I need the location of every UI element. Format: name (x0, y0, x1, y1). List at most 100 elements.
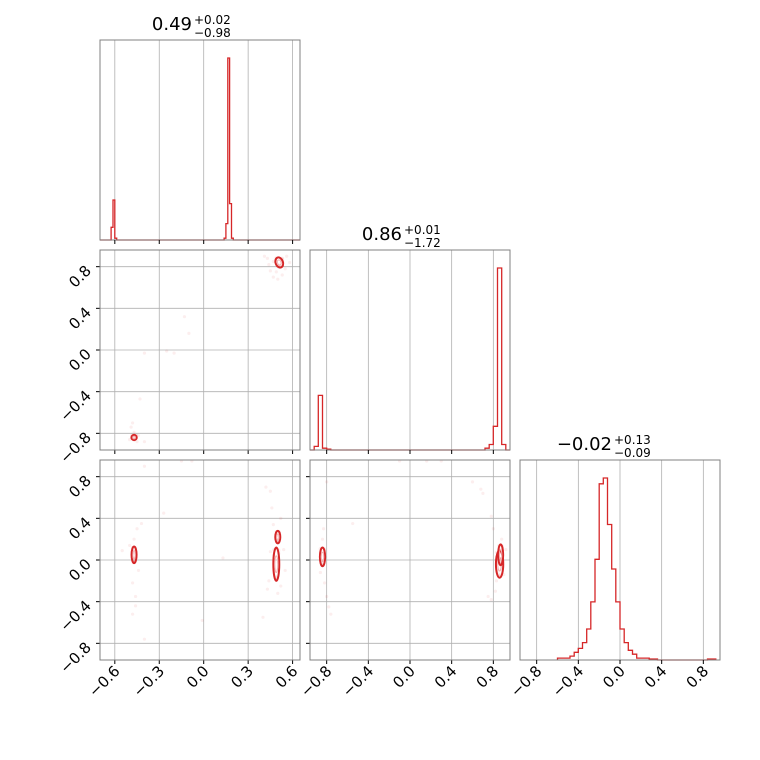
scatter-point (267, 262, 271, 267)
x-tick-label: −0.8 (507, 662, 545, 700)
scatter-point (283, 267, 287, 271)
scatter-point (271, 522, 275, 527)
scatter-point (136, 568, 141, 573)
param-title-minus: −0.98 (194, 26, 231, 40)
scatter-point (261, 615, 265, 619)
x-tick-label: 0.4 (431, 662, 461, 692)
x-tick-label: −0.4 (549, 662, 587, 700)
scatter-point (271, 275, 275, 279)
scatter-point (262, 254, 267, 258)
scatter-point (172, 351, 176, 355)
histogram-step (100, 57, 300, 241)
scatter-point (264, 485, 268, 489)
scatter-point (276, 591, 280, 595)
scatter-point (136, 433, 141, 438)
param-title-plus: +0.01 (404, 223, 441, 237)
scatter-point (270, 506, 274, 510)
scatter-point (130, 421, 135, 425)
y-tick-label: −0.4 (56, 387, 94, 425)
scatter-point (267, 579, 271, 583)
scatter-point (318, 570, 323, 575)
hist-panel-0: 0.49 +0.02−0.98 (99, 13, 301, 244)
scatter-point (135, 440, 139, 444)
scatter-point (327, 605, 331, 609)
y-tick-label: 0.0 (65, 555, 95, 585)
contour-inner (498, 549, 503, 561)
param-title-minus: −1.72 (404, 236, 441, 250)
contour-inner (132, 435, 136, 440)
contour-inner (132, 550, 136, 560)
scatter-point (494, 579, 499, 583)
scatter-point (268, 489, 272, 493)
scatter-point (285, 254, 289, 258)
scatter-point (271, 259, 275, 264)
contour-outer (272, 546, 281, 582)
y-tick-label: 0.0 (65, 345, 95, 375)
scatter-point (200, 618, 204, 623)
param-title-value: −0.02 (557, 434, 612, 455)
param-title-value: 0.49 (152, 14, 192, 35)
scatter-point (130, 581, 135, 585)
scatter-point (268, 550, 272, 554)
y-tick-label: −0.8 (56, 638, 94, 676)
x-tick-label: −0.4 (339, 662, 377, 700)
scatter-point (280, 273, 284, 277)
scatter-point (489, 514, 493, 518)
scatter-point (132, 430, 136, 434)
hist-panel-1: 0.86 +0.01−1.72 (309, 223, 511, 454)
scatter-point (265, 256, 270, 260)
pair-panel-0 (96, 249, 301, 454)
scatter-point (162, 511, 166, 515)
scatter-point (165, 349, 169, 353)
scatter-point (129, 425, 133, 429)
scatter-point (351, 521, 355, 526)
scatter-point (322, 581, 327, 585)
x-tick-label: −0.3 (130, 662, 168, 700)
x-tick-label: 0.3 (227, 662, 257, 692)
y-tick-label: 0.4 (65, 303, 95, 333)
panel-frame (99, 459, 301, 661)
scatter-point (139, 521, 144, 526)
contour-inner (320, 551, 325, 563)
x-tick-label: 0.8 (683, 662, 713, 692)
scatter-point (274, 270, 278, 274)
y-tick-label: 0.8 (65, 262, 95, 292)
scatter-point (279, 584, 283, 588)
scatter-point (142, 637, 147, 641)
contour-outer (497, 543, 505, 567)
scatter-point (320, 537, 325, 541)
scatter-point (479, 487, 483, 491)
contour-outer (130, 545, 138, 565)
scatter-point (282, 547, 286, 552)
scatter-point (470, 480, 475, 484)
x-tick-label: 0.0 (599, 662, 629, 692)
scatter-point (493, 589, 498, 593)
scatter-point (128, 437, 132, 442)
scatter-point (268, 269, 272, 273)
contour-inner (274, 555, 279, 574)
panel-frame (99, 249, 301, 451)
scatter-point (325, 594, 329, 599)
scatter-point (187, 331, 191, 335)
pair-panel-2 (306, 459, 511, 664)
scatter-point (142, 351, 147, 355)
scatter-point (489, 597, 493, 602)
y-tick-label: 0.4 (65, 513, 95, 543)
x-tick-label: 0.0 (389, 662, 419, 692)
param-title-minus: −0.09 (614, 446, 651, 460)
scatter-point (283, 568, 287, 573)
scatter-point (481, 491, 485, 495)
y-tick-label: −0.8 (56, 428, 94, 466)
scatter-point (142, 464, 147, 468)
param-title-plus: +0.02 (194, 13, 231, 27)
scatter-point (130, 612, 135, 616)
contour-outer (274, 256, 285, 269)
scatter-point (279, 516, 283, 520)
param-title-value: 0.86 (362, 224, 402, 245)
scatter-point (120, 549, 124, 553)
scatter-point (321, 527, 326, 531)
scatter-point (486, 594, 490, 599)
scatter-point (182, 315, 187, 319)
scatter-point (138, 397, 142, 401)
